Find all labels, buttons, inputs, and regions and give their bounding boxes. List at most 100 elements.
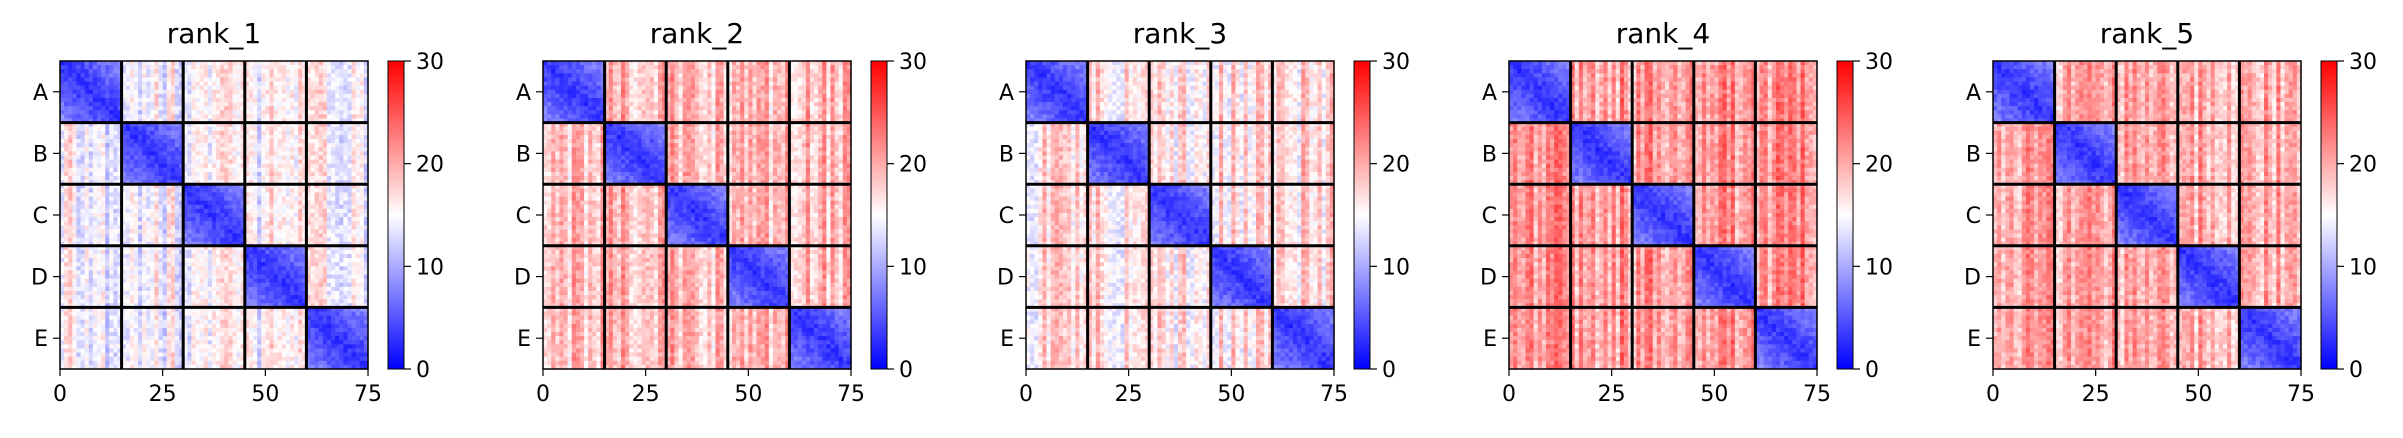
heatmap-cell: [138, 213, 143, 218]
heatmap-cell: [315, 143, 320, 148]
heatmap-cell: [154, 221, 159, 226]
heatmap-cell: [163, 238, 168, 243]
heatmap-cell: [101, 114, 106, 119]
heatmap-cell: [327, 283, 332, 288]
heatmap-cell: [331, 90, 336, 95]
heatmap-cell: [360, 225, 365, 230]
heatmap-cell: [97, 238, 102, 243]
heatmap-cell: [220, 188, 225, 193]
heatmap-cell: [81, 316, 86, 321]
heatmap-cell: [232, 287, 237, 292]
heatmap-cell: [167, 225, 172, 230]
heatmap-cell: [228, 233, 233, 238]
heatmap-cell: [286, 192, 291, 197]
heatmap-cell: [343, 73, 348, 78]
heatmap-cell: [278, 102, 283, 107]
heatmap-cell: [134, 283, 139, 288]
heatmap-cell: [64, 291, 69, 296]
heatmap-cell: [216, 147, 221, 152]
heatmap-cell: [175, 172, 180, 177]
heatmap-cell: [253, 254, 258, 259]
heatmap-cell: [323, 225, 328, 230]
heatmap-cell: [298, 176, 303, 181]
heatmap-cell: [327, 192, 332, 197]
heatmap-cell: [257, 233, 262, 238]
heatmap-cell: [360, 65, 365, 70]
heatmap-cell: [68, 221, 73, 226]
heatmap-cell: [311, 106, 316, 111]
heatmap-cell: [97, 279, 102, 284]
heatmap-cell: [356, 176, 361, 181]
heatmap-cell: [142, 114, 147, 119]
heatmap-cell: [315, 77, 320, 82]
heatmap-cell: [327, 250, 332, 255]
heatmap-cell: [257, 143, 262, 148]
heatmap-cell: [187, 258, 192, 263]
heatmap-cell: [347, 279, 352, 284]
heatmap-cell: [76, 73, 81, 78]
heatmap-cell: [274, 110, 279, 115]
heatmap-cell: [319, 135, 324, 140]
heatmap-cell: [228, 287, 233, 292]
heatmap-cell: [224, 73, 229, 78]
heatmap-cell: [228, 250, 233, 255]
heatmap-cell: [68, 295, 73, 300]
heatmap-cell: [249, 69, 254, 74]
heatmap-cell: [261, 192, 266, 197]
heatmap-cell: [146, 332, 151, 337]
heatmap-cell: [224, 316, 229, 321]
heatmap-cell: [200, 160, 205, 165]
heatmap-cell: [253, 82, 258, 87]
heatmap-cell: [352, 90, 357, 95]
heatmap-cell: [126, 155, 131, 160]
heatmap-cell: [171, 94, 176, 99]
heatmap-cell: [81, 197, 86, 202]
heatmap-cell: [171, 233, 176, 238]
heatmap-cell: [150, 299, 155, 304]
heatmap-cell: [150, 176, 155, 181]
heatmap-cell: [216, 77, 221, 82]
heatmap-cell: [101, 188, 106, 193]
heatmap-cell: [163, 143, 168, 148]
heatmap-cell: [319, 69, 324, 74]
heatmap-cell: [335, 205, 340, 210]
heatmap-cell: [269, 312, 274, 317]
heatmap-cell: [356, 73, 361, 78]
heatmap-cell: [274, 324, 279, 329]
heatmap-cell: [159, 114, 164, 119]
heatmap-cell: [232, 127, 237, 132]
heatmap-cell: [163, 106, 168, 111]
heatmap-cell: [347, 102, 352, 107]
heatmap-cell: [315, 65, 320, 70]
heatmap-cell: [68, 270, 73, 275]
heatmap-cell: [232, 295, 237, 300]
heatmap-cell: [142, 147, 147, 152]
heatmap-cell: [253, 221, 258, 226]
heatmap-cell: [269, 172, 274, 177]
heatmap-cell: [220, 213, 225, 218]
heatmap-cell: [113, 65, 118, 70]
heatmap-cell: [265, 155, 270, 160]
heatmap-cell: [187, 324, 192, 329]
heatmap-cell: [269, 139, 274, 144]
heatmap-cell: [113, 332, 118, 337]
heatmap-cell: [101, 209, 106, 214]
heatmap-cell: [196, 151, 201, 156]
heatmap-cell: [109, 143, 114, 148]
heatmap-cell: [327, 139, 332, 144]
heatmap-cell: [220, 135, 225, 140]
heatmap-cell: [89, 131, 94, 136]
heatmap-cell: [146, 69, 151, 74]
heatmap-cell: [278, 69, 283, 74]
heatmap-cell: [290, 279, 295, 284]
heatmap-cell: [81, 188, 86, 193]
heatmap-cell: [274, 225, 279, 230]
heatmap-cell: [319, 275, 324, 280]
heatmap-cell: [171, 106, 176, 111]
heatmap-cell: [138, 324, 143, 329]
heatmap-cell: [200, 279, 205, 284]
heatmap-cell: [360, 258, 365, 263]
heatmap-cell: [113, 82, 118, 87]
heatmap-cell: [200, 102, 205, 107]
heatmap-cell: [134, 114, 139, 119]
